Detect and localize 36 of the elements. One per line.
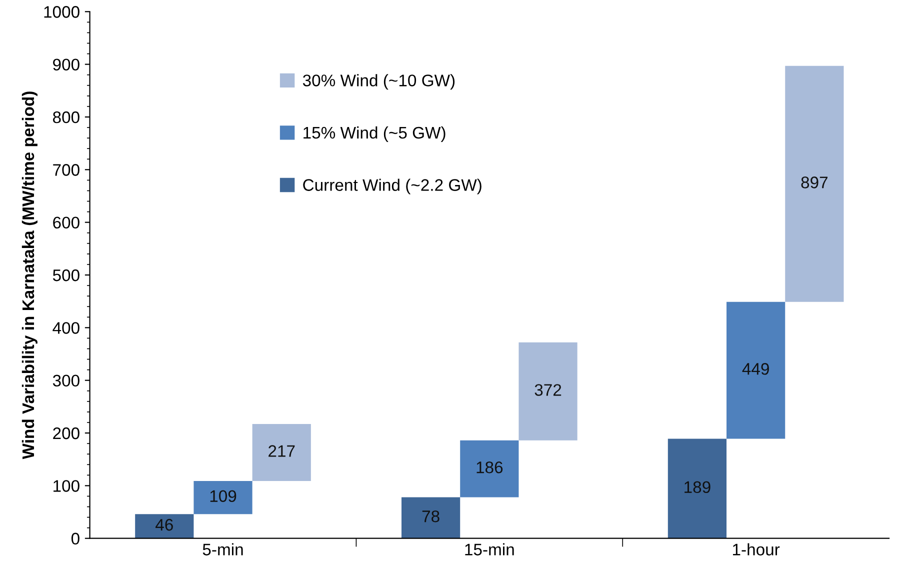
- data-label: 897: [801, 176, 828, 188]
- y-tick-label: 800: [52, 111, 80, 124]
- x-tick-label: 15-min: [465, 543, 514, 556]
- data-label: 372: [534, 384, 562, 396]
- bar: [460, 440, 519, 498]
- y-tick-label: 400: [52, 322, 80, 334]
- data-label: 78: [422, 510, 440, 522]
- bar: [194, 480, 252, 514]
- data-label: 217: [268, 445, 295, 457]
- y-tick-label: 900: [53, 58, 80, 71]
- x-tick-label: 5-min: [202, 543, 243, 556]
- data-label: 186: [476, 461, 503, 474]
- bar: [518, 342, 578, 440]
- x-tick-label: 1-hour: [733, 543, 780, 556]
- legend-label: 15% Wind (~5 GW): [304, 126, 446, 142]
- bar: [401, 497, 460, 538]
- y-tick-label: 200: [53, 427, 80, 440]
- legend-label: Current Wind (~2.2 GW): [303, 178, 482, 194]
- legend-label: 30% Wind (~10 GW): [302, 74, 455, 90]
- data-label: 449: [742, 363, 769, 375]
- y-tick-label: 700: [53, 164, 80, 176]
- bar: [785, 66, 844, 302]
- y-tick-label: 500: [52, 269, 80, 282]
- y-tick-label: 600: [53, 216, 80, 229]
- bar: [252, 424, 311, 481]
- y-tick-label: 100: [54, 480, 80, 492]
- y-tick-label: 1000: [44, 6, 80, 18]
- bar: [668, 438, 727, 538]
- data-label: 189: [684, 481, 710, 494]
- bar: [726, 302, 786, 439]
- y-axis-title: Wind Variability in Karnataka (MW/time period): [22, 92, 38, 460]
- data-label: 109: [210, 490, 236, 502]
- data-label: 46: [156, 518, 173, 531]
- bar: [135, 514, 194, 538]
- y-tick-label: 0: [71, 532, 80, 545]
- y-tick-label: 300: [52, 374, 80, 387]
